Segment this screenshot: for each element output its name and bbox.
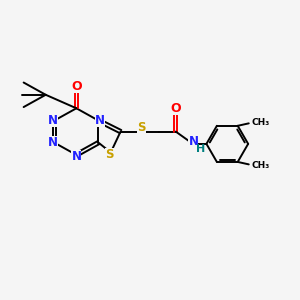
- Text: N: N: [188, 135, 198, 148]
- Text: O: O: [170, 102, 181, 115]
- Text: N: N: [71, 150, 81, 163]
- Text: CH₃: CH₃: [252, 118, 270, 127]
- Text: S: S: [137, 122, 146, 134]
- Text: CH₃: CH₃: [252, 161, 270, 170]
- Text: N: N: [95, 114, 105, 127]
- Text: H: H: [196, 144, 205, 154]
- Text: S: S: [105, 148, 114, 161]
- Text: O: O: [71, 80, 82, 93]
- Text: N: N: [48, 136, 58, 149]
- Text: N: N: [48, 114, 58, 127]
